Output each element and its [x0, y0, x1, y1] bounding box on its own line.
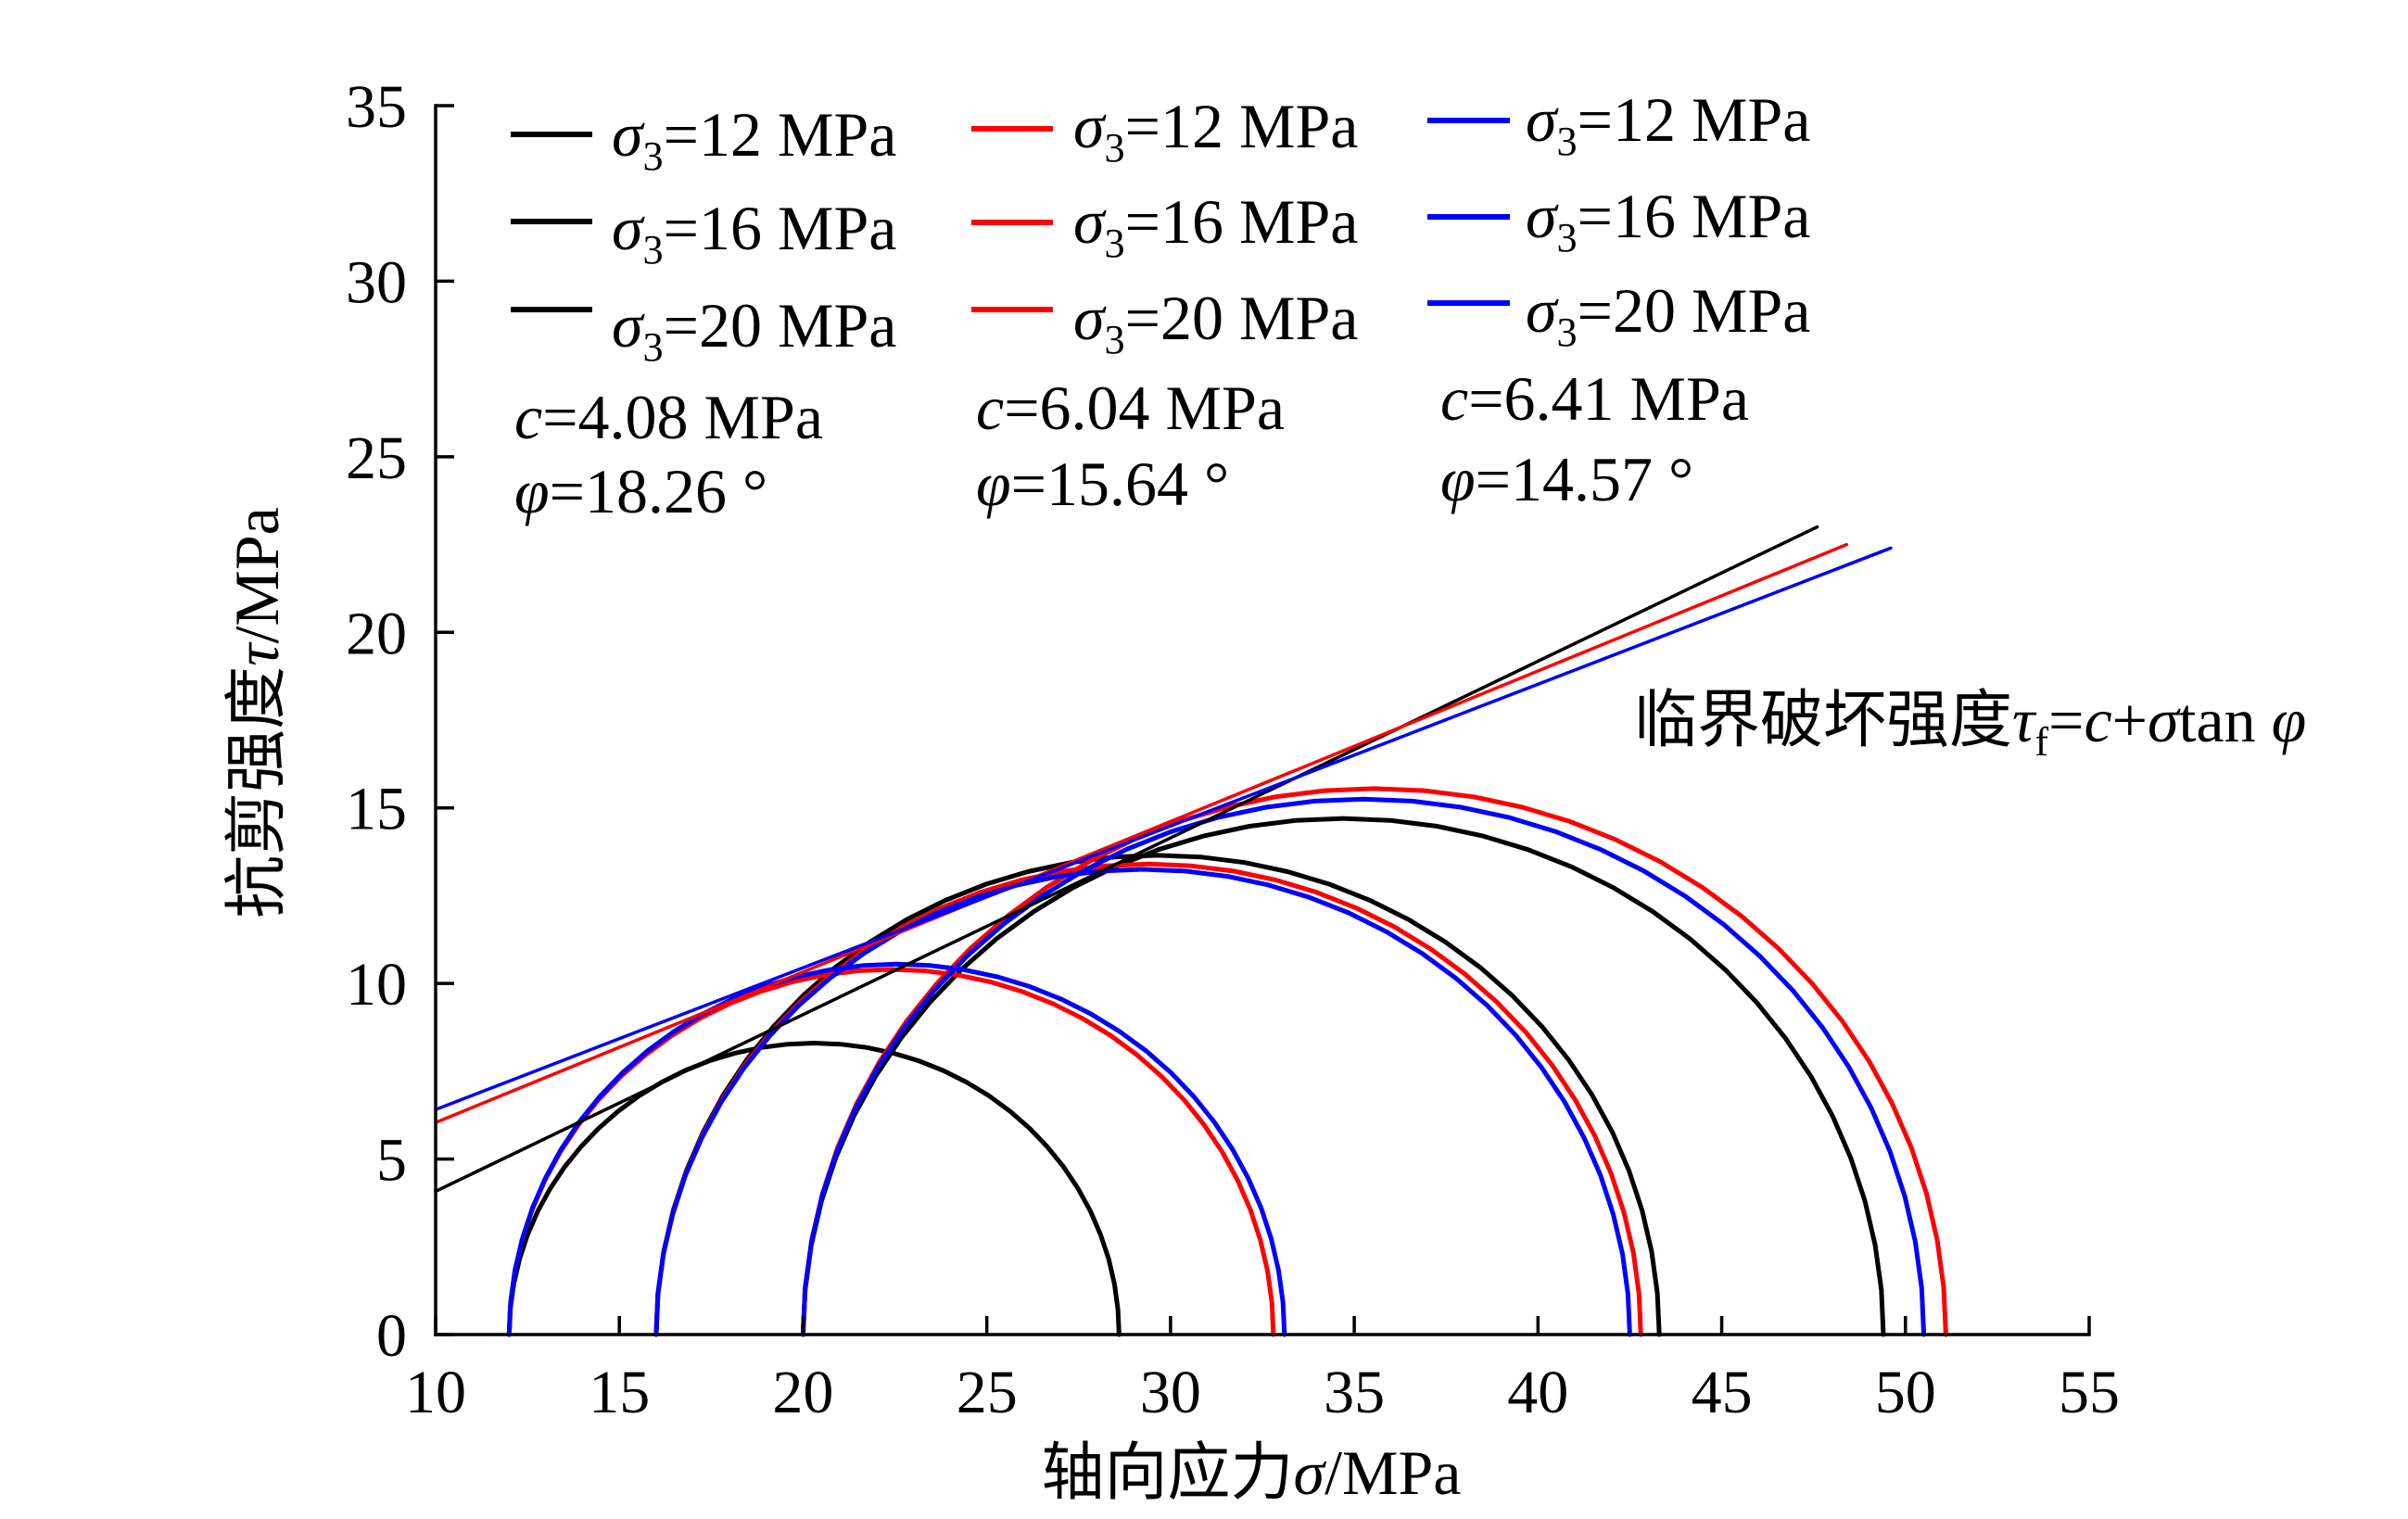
- axis-ticks: 10 15 20 25 30 35 40 45 50 55 0 5 10 15 20 25 30 35: [346, 73, 2120, 1426]
- legend-label-group3-sigma3-20: σ3=20 MPa: [1526, 275, 1810, 355]
- legend-label-group2-sigma3-16: σ3=16 MPa: [1073, 186, 1358, 266]
- x-tick-label: 10: [405, 1359, 466, 1426]
- mohr-circle-group3-sigma3-20: [800, 796, 1927, 1337]
- cohesion-label-group2: c=6.04 MPa: [976, 373, 1285, 443]
- mohr-circle-group2-sigma3-20: [800, 786, 1948, 1337]
- axes: [434, 104, 2091, 1336]
- friction-angle-label-group1: φ=18.26 °: [514, 456, 767, 526]
- plot-area: [434, 525, 1948, 1337]
- legend-label-group3-sigma3-12: σ3=12 MPa: [1526, 84, 1810, 164]
- mohr-circle-group3-sigma3-16: [653, 867, 1632, 1337]
- envelope-equation-annotation: 临界破坏强度τf=c+σtan φ: [1634, 685, 2306, 765]
- legend-label-group1-sigma3-16: σ3=16 MPa: [612, 193, 896, 272]
- x-tick-label: 20: [772, 1359, 833, 1426]
- mohr-circle-group3-sigma3-12: [506, 961, 1287, 1337]
- y-tick-label: 5: [376, 1127, 407, 1195]
- friction-angle-label-group2: φ=15.64 °: [976, 449, 1229, 519]
- mohr-circle-group2-sigma3-12: [506, 967, 1276, 1337]
- x-tick-label: 35: [1324, 1359, 1385, 1426]
- y-tick-label: 30: [346, 248, 407, 316]
- x-tick-label: 30: [1140, 1359, 1201, 1426]
- cohesion-label-group3: c=6.41 MPa: [1440, 363, 1749, 434]
- legend-label-group2-sigma3-12: σ3=12 MPa: [1073, 91, 1358, 171]
- legend-label-group2-sigma3-20: σ3=20 MPa: [1073, 283, 1358, 362]
- x-tick-label: 15: [589, 1359, 650, 1426]
- x-tick-label: 50: [1875, 1359, 1936, 1426]
- legend: σ3=12 MPa σ3=16 MPa σ3=20 MPa c=4.08 MPa…: [511, 84, 1810, 526]
- y-axis-label: 抗剪强度τ/MPa: [222, 507, 292, 918]
- y-tick-label: 25: [346, 424, 407, 492]
- cohesion-label-group1: c=4.08 MPa: [514, 382, 823, 452]
- x-axis-label: 轴向应力σ/MPa: [1042, 1437, 1462, 1508]
- y-tick-label: 0: [376, 1302, 407, 1370]
- x-tick-label: 55: [2059, 1359, 2120, 1426]
- mohr-circle-group1-sigma3-12: [506, 1041, 1122, 1337]
- mohr-circle-group2-sigma3-16: [653, 861, 1643, 1337]
- legend-label-group1-sigma3-12: σ3=12 MPa: [612, 99, 896, 179]
- y-tick-label: 15: [346, 776, 407, 843]
- legend-group-1: σ3=12 MPa σ3=16 MPa σ3=20 MPa c=4.08 MPa…: [511, 99, 896, 526]
- friction-angle-label-group3: φ=14.57 °: [1440, 444, 1693, 514]
- legend-group-2: σ3=12 MPa σ3=16 MPa σ3=20 MPa c=6.04 MPa…: [971, 91, 1358, 519]
- failure-envelope-line-group1: [434, 525, 1819, 1194]
- failure-envelope-line-group2: [434, 542, 1849, 1124]
- failure-envelope-line-group3: [434, 546, 1893, 1111]
- y-tick-label: 35: [346, 73, 407, 141]
- y-tick-label: 20: [346, 600, 407, 667]
- x-tick-label: 40: [1507, 1359, 1568, 1426]
- y-tick-label: 10: [346, 951, 407, 1019]
- x-tick-label: 45: [1692, 1359, 1753, 1426]
- x-tick-label: 25: [957, 1359, 1018, 1426]
- legend-group-3: σ3=12 MPa σ3=16 MPa σ3=20 MPa c=6.41 MPa…: [1427, 84, 1810, 514]
- legend-label-group3-sigma3-16: σ3=16 MPa: [1526, 181, 1810, 260]
- legend-label-group1-sigma3-20: σ3=20 MPa: [612, 290, 896, 370]
